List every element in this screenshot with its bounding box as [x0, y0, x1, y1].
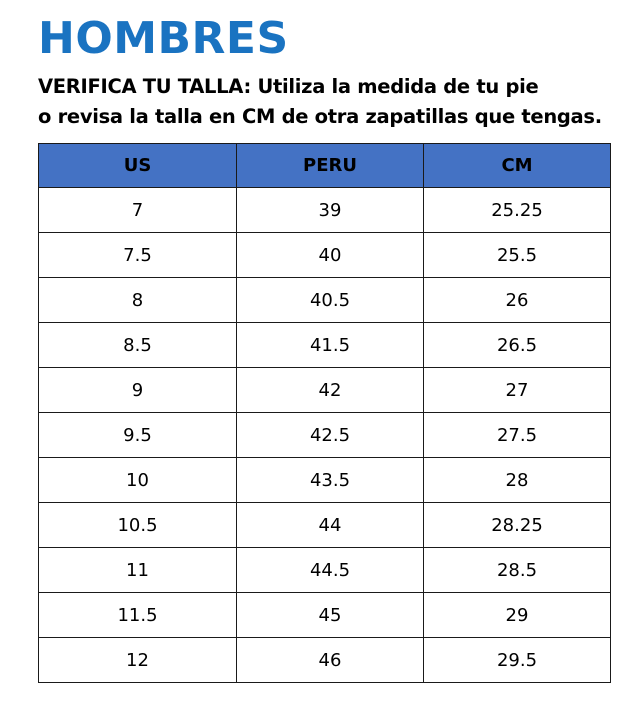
header-us: US [38, 143, 237, 188]
cell-us: 12 [38, 637, 237, 683]
cell-cm: 25.25 [423, 187, 611, 233]
cell-us: 11.5 [38, 592, 237, 638]
cell-cm: 25.5 [423, 232, 611, 278]
cell-us: 7.5 [38, 232, 237, 278]
cell-us: 10 [38, 457, 237, 503]
cell-us: 11 [38, 547, 237, 593]
table-row: 9 42 27 [38, 367, 611, 413]
table-row: 11.5 45 29 [38, 592, 611, 638]
cell-cm: 26.5 [423, 322, 611, 368]
cell-cm: 28.5 [423, 547, 611, 593]
cell-us: 9.5 [38, 412, 237, 458]
cell-cm: 28.25 [423, 502, 611, 548]
cell-us: 9 [38, 367, 237, 413]
cell-cm: 29 [423, 592, 611, 638]
cell-peru: 39 [236, 187, 424, 233]
cell-peru: 44.5 [236, 547, 424, 593]
cell-peru: 40 [236, 232, 424, 278]
table-row: 11 44.5 28.5 [38, 547, 611, 593]
cell-cm: 29.5 [423, 637, 611, 683]
cell-peru: 40.5 [236, 277, 424, 323]
table-row: 8 40.5 26 [38, 277, 611, 323]
cell-us: 7 [38, 187, 237, 233]
cell-peru: 42.5 [236, 412, 424, 458]
header-peru: PERU [236, 143, 424, 188]
instructions-line-2: o revisa la talla en CM de otra zapatill… [38, 105, 602, 128]
size-chart-table: US PERU CM 7 39 25.25 7.5 40 25.5 8 40.5… [38, 143, 611, 683]
cell-us: 8 [38, 277, 237, 323]
table-row: 7 39 25.25 [38, 187, 611, 233]
cell-peru: 41.5 [236, 322, 424, 368]
cell-peru: 46 [236, 637, 424, 683]
cell-us: 8.5 [38, 322, 237, 368]
table-row: 12 46 29.5 [38, 637, 611, 683]
cell-cm: 27 [423, 367, 611, 413]
cell-cm: 27.5 [423, 412, 611, 458]
table-row: 10.5 44 28.25 [38, 502, 611, 548]
cell-peru: 42 [236, 367, 424, 413]
cell-cm: 26 [423, 277, 611, 323]
table-row: 7.5 40 25.5 [38, 232, 611, 278]
table-row: 9.5 42.5 27.5 [38, 412, 611, 458]
page-title: HOMBRES [38, 13, 289, 64]
cell-peru: 45 [236, 592, 424, 638]
table-header-row: US PERU CM [38, 143, 611, 188]
cell-peru: 43.5 [236, 457, 424, 503]
cell-cm: 28 [423, 457, 611, 503]
cell-us: 10.5 [38, 502, 237, 548]
table-row: 10 43.5 28 [38, 457, 611, 503]
instructions-line-1: VERIFICA TU TALLA: Utiliza la medida de … [38, 75, 539, 98]
cell-peru: 44 [236, 502, 424, 548]
table-row: 8.5 41.5 26.5 [38, 322, 611, 368]
header-cm: CM [423, 143, 611, 188]
